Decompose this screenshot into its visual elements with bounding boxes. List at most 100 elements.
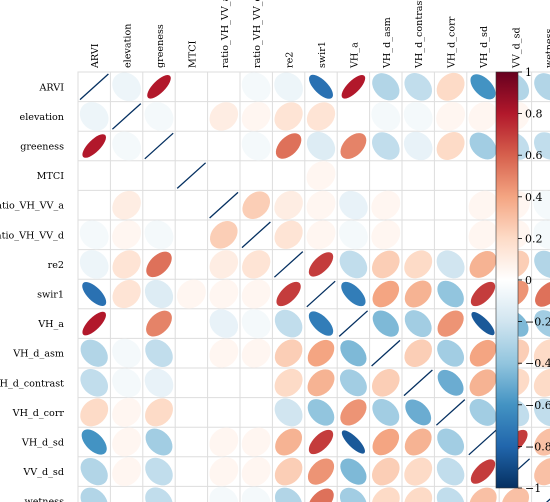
row-label: wetness: [25, 497, 65, 502]
diagonal-mark: [209, 191, 239, 219]
correlation-ellipse: [144, 220, 174, 250]
diagonal-mark: [371, 339, 401, 367]
colorbar-tick-label: 0.4: [525, 191, 543, 204]
correlation-ellipse: [80, 339, 108, 367]
correlation-ellipse: [241, 101, 271, 131]
correlation-ellipse: [308, 252, 334, 277]
correlation-ellipse: [372, 310, 399, 337]
colorbar: 1 0.8 0.6 0.4 0.2 0 −0.2 −0.4 −0.6 −0.8 −1: [495, 66, 550, 495]
correlation-ellipse: [209, 102, 239, 131]
diagonal-mark: [144, 132, 174, 160]
correlation-ellipse: [436, 132, 465, 160]
correlation-ellipse: [341, 75, 366, 99]
colorbar-tick-label: 1: [525, 66, 532, 79]
correlation-ellipse: [82, 134, 106, 158]
column-label: VH_d_sd: [479, 26, 490, 69]
correlation-ellipse: [274, 487, 303, 502]
row-label: VH_d_sd: [21, 438, 64, 449]
correlation-ellipse: [241, 338, 271, 368]
correlation-cells: [79, 72, 550, 502]
correlation-ellipse: [112, 338, 142, 368]
correlation-ellipse: [307, 458, 335, 485]
correlation-ellipse: [274, 72, 303, 102]
correlation-ellipse: [340, 399, 367, 426]
column-label: VH_d_corr: [447, 16, 458, 69]
correlation-ellipse: [468, 220, 498, 250]
correlation-ellipse: [470, 281, 496, 307]
row-label: ratio_VH_VV_a: [0, 201, 64, 212]
correlation-ellipse: [534, 428, 550, 456]
correlation-ellipse: [471, 311, 495, 336]
correlation-ellipse: [339, 487, 367, 502]
correlation-ellipse: [306, 161, 336, 191]
correlation-ellipse: [274, 309, 303, 338]
correlation-ellipse: [469, 487, 497, 502]
correlation-ellipse: [241, 72, 271, 102]
correlation-ellipse: [468, 190, 498, 220]
correlation-ellipse: [79, 220, 109, 250]
correlation-ellipse: [80, 487, 108, 502]
correlation-ellipse: [145, 339, 173, 367]
colorbar-tick-label: −0.2: [525, 316, 550, 329]
correlation-ellipse: [469, 369, 497, 397]
diagonal-mark: [241, 221, 271, 249]
correlation-ellipse: [112, 279, 141, 309]
correlation-ellipse: [241, 427, 271, 457]
correlation-ellipse: [307, 339, 335, 367]
correlation-ellipse: [533, 368, 550, 397]
correlation-ellipse: [470, 459, 496, 484]
correlation-ellipse: [339, 190, 368, 220]
correlation-ellipse: [340, 133, 367, 159]
correlation-ellipse: [436, 457, 465, 486]
correlation-ellipse: [404, 250, 433, 279]
correlation-ellipse: [534, 457, 550, 486]
diagonal-mark: [176, 162, 207, 189]
colorbar-gradient: [495, 71, 519, 489]
column-label: VH_a: [349, 42, 360, 69]
correlation-ellipse: [308, 311, 334, 336]
correlation-ellipse: [306, 220, 336, 250]
diagonal-mark: [468, 428, 498, 456]
correlation-ellipse: [145, 428, 173, 456]
correlation-ellipse: [146, 310, 172, 337]
correlation-ellipse: [534, 250, 550, 279]
correlation-ellipse: [371, 101, 401, 131]
diagonal-mark: [306, 280, 336, 308]
correlation-ellipse: [372, 457, 400, 486]
correlation-ellipse: [145, 398, 173, 427]
column-label: MTCI: [187, 40, 198, 68]
correlation-ellipse: [469, 132, 497, 160]
correlation-ellipse: [437, 310, 464, 337]
correlation-ellipse: [339, 369, 367, 397]
correlation-ellipse: [144, 279, 174, 309]
correlation-ellipse: [112, 457, 142, 487]
column-label: VV_d_sd: [511, 27, 522, 69]
row-label: VH_a: [37, 319, 64, 330]
correlation-ellipse: [371, 220, 401, 250]
column-label: swir1: [317, 41, 328, 68]
correlation-ellipse: [112, 72, 141, 102]
correlation-ellipse: [274, 339, 303, 367]
column-label: VH_d_contrast: [414, 0, 425, 69]
correlation-ellipse: [470, 74, 496, 100]
diagonal-mark: [111, 103, 142, 130]
correlation-ellipse: [372, 428, 400, 456]
correlation-ellipse: [146, 251, 172, 278]
correlation-ellipse: [469, 398, 497, 426]
colorbar-tick-label: 0.8: [525, 108, 543, 121]
correlation-ellipse: [275, 133, 302, 159]
correlation-ellipse: [112, 397, 142, 427]
colorbar-tick-label: −1: [525, 482, 541, 495]
row-label: swir1: [37, 290, 64, 301]
correlation-ellipse: [404, 487, 433, 502]
correlation-ellipse: [372, 369, 400, 397]
correlation-ellipse: [341, 281, 366, 307]
column-labels: ARVI elevation greeness MTCI ratio_VH_VV_a ra…: [90, 0, 550, 69]
correlation-ellipse: [274, 220, 303, 249]
correlation-ellipse: [144, 368, 174, 398]
correlation-ellipse: [533, 339, 550, 368]
correlation-ellipse: [436, 101, 466, 131]
correlation-ellipse: [501, 487, 530, 502]
correlation-ellipse: [112, 190, 141, 220]
correlation-ellipse: [372, 132, 400, 160]
